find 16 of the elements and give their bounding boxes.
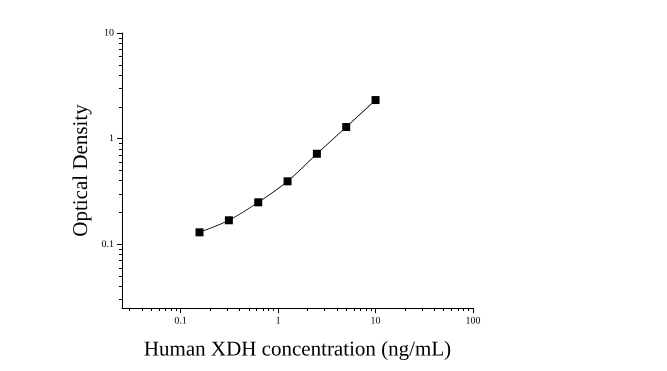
x-tick-label: 1 (276, 316, 281, 326)
x-axis-title: Human XDH concentration (ng/mL) (144, 336, 452, 360)
point (224, 216, 233, 224)
x-tick-label: 0.1 (174, 316, 187, 326)
y-tick-label: 10 (104, 28, 114, 38)
y-tick-label: 1 (109, 133, 114, 144)
point (342, 123, 350, 131)
x-tick-label: 100 (466, 316, 480, 326)
point (195, 228, 204, 236)
point (372, 96, 380, 104)
y-axis-title: Optical Density (68, 104, 92, 237)
point (312, 150, 321, 158)
x-tick-label: 10 (370, 316, 381, 326)
point (254, 198, 262, 206)
y-tick-label: 0.1 (102, 238, 114, 250)
point (284, 177, 292, 186)
